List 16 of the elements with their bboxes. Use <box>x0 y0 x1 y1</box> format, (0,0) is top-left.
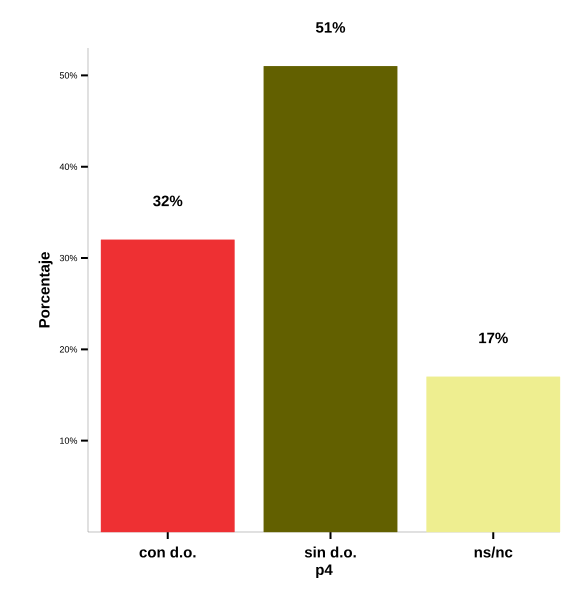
bar <box>264 66 398 532</box>
data-label: 32% <box>153 196 182 206</box>
y-axis-title: Porcentaje <box>38 252 53 328</box>
x-tick-label: sin d.o. <box>304 546 356 558</box>
y-tick-label: 40% <box>60 164 78 170</box>
x-tick-label: con d.o. <box>140 546 196 558</box>
bar <box>426 376 560 532</box>
y-tick-label: 10% <box>60 437 78 444</box>
x-axis-title: p4 <box>316 564 333 578</box>
x-tick-label: ns/nc <box>474 546 512 558</box>
y-tick-label: 20% <box>60 346 78 353</box>
data-label: 17% <box>479 332 508 344</box>
data-label: 51% <box>316 22 346 33</box>
y-tick-label: 30% <box>60 254 78 262</box>
bar <box>100 240 235 532</box>
y-tick-label: 50% <box>60 72 78 79</box>
